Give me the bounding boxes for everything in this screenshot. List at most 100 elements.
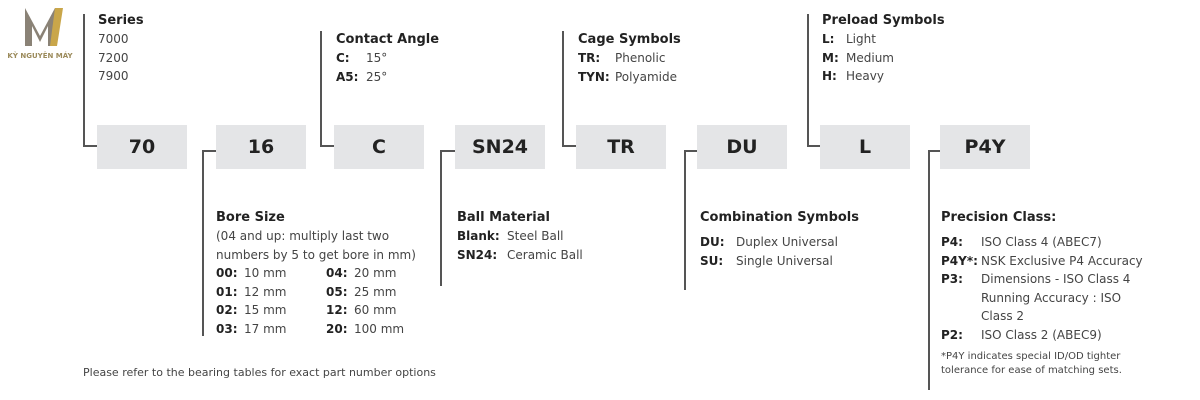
key: 04: (326, 266, 348, 280)
value: 60 mm (354, 303, 397, 317)
key: P4Y*: (941, 253, 978, 268)
code-box-precision: P4Y (940, 125, 1030, 169)
legend-row: P4: ISO Class 4 (ABEC7) (941, 233, 1143, 252)
connector (928, 150, 940, 152)
connector (440, 150, 455, 152)
precision-footnote: *P4Y indicates special ID/OD tighter (941, 351, 1121, 362)
value: 25° (366, 69, 388, 84)
value: Duplex Universal (736, 235, 838, 249)
logo: KỲ NGUYÊN MÁY (5, 6, 75, 66)
value: 10 mm (244, 266, 287, 280)
legend-row: SN24: Ceramic Ball (457, 246, 583, 265)
code-box-cage: TR (576, 125, 666, 169)
key: 05: (326, 284, 348, 299)
value: Polyamide (615, 69, 677, 84)
preload-title: Preload Symbols (822, 13, 945, 28)
key: 20: (326, 321, 348, 336)
code-box-bore: 16 (216, 125, 306, 169)
value: 17 mm (244, 321, 287, 336)
value: 12 mm (244, 284, 287, 299)
connector (83, 145, 97, 147)
value: Light (846, 32, 876, 46)
legend-row: Blank: Steel Ball (457, 227, 583, 246)
legend-row: 05: 25 mm (326, 283, 426, 302)
connector (202, 150, 216, 152)
key: SU: (700, 253, 724, 268)
connector (807, 145, 821, 147)
value: 15 mm (244, 303, 287, 317)
legend-row: P2: ISO Class 2 (ABEC9) (941, 326, 1143, 345)
connector (202, 150, 204, 336)
ball-material-title: Ball Material (457, 210, 550, 225)
bore-legend: Bore Size (04 and up: multiply last two … (216, 210, 426, 338)
cage-title: Cage Symbols (578, 32, 681, 47)
legend-row: 04: 20 mm (326, 264, 426, 283)
value: Dimensions - ISO Class 4 (981, 272, 1131, 286)
cage-legend: Cage Symbols TR: Phenolic TYN: Polyamide (578, 32, 681, 86)
key: Blank: (457, 229, 500, 243)
key: P3: (941, 272, 963, 286)
connector (440, 150, 442, 286)
value: 25 mm (354, 284, 397, 299)
value: Phenolic (615, 51, 666, 65)
legend-row: 02: 15 mm (216, 301, 326, 320)
legend-row: SU: Single Universal (700, 252, 859, 271)
connector (320, 145, 334, 147)
key: TYN: (578, 69, 610, 84)
value: Running Accuracy : ISO (981, 290, 1122, 305)
series-item: 7000 (98, 32, 129, 46)
legend-row: H: Heavy (822, 67, 945, 86)
value: Single Universal (736, 253, 833, 268)
connector (684, 150, 686, 290)
legend-row: 00: 10 mm (216, 264, 326, 283)
connector (928, 150, 930, 390)
legend-row: C: 15° (336, 49, 439, 68)
bore-desc: (04 and up: multiply last two (216, 229, 390, 243)
legend-row: 12: 60 mm (326, 301, 426, 320)
connector (684, 150, 697, 152)
key: C: (336, 51, 350, 65)
logo-mark-icon (25, 8, 63, 46)
legend-row: L: Light (822, 30, 945, 49)
combination-title: Combination Symbols (700, 210, 860, 225)
key: 12: (326, 303, 348, 317)
key: DU: (700, 235, 725, 249)
value: ISO Class 2 (ABEC9) (981, 327, 1102, 342)
connector (562, 31, 564, 147)
value: NSK Exclusive P4 Accuracy (981, 253, 1143, 268)
legend-row: TYN: Polyamide (578, 68, 681, 87)
legend-row: 01: 12 mm (216, 283, 326, 302)
bore-desc: numbers by 5 to get bore in mm) (216, 247, 416, 262)
legend-row: A5: 25° (336, 68, 439, 87)
key: 01: (216, 284, 238, 299)
value: 100 mm (354, 321, 405, 336)
key: SN24: (457, 247, 498, 262)
value: Ceramic Ball (507, 247, 583, 262)
bore-title: Bore Size (216, 210, 285, 225)
key: M: (822, 50, 839, 65)
value: Heavy (846, 69, 884, 83)
connector (807, 14, 809, 147)
key: L: (822, 32, 835, 46)
legend-row: 03: 17 mm (216, 320, 326, 339)
key: TR: (578, 51, 601, 65)
footer-note: Please refer to the bearing tables for e… (83, 366, 436, 379)
legend-row: Class 2 (941, 307, 1143, 326)
code-box-preload: L (820, 125, 910, 169)
key: P4: (941, 235, 963, 249)
key: 03: (216, 321, 238, 336)
value: Steel Ball (507, 229, 564, 243)
connector (320, 31, 322, 147)
combination-legend: Combination Symbols DU: Duplex Universal … (700, 210, 859, 270)
key: 00: (216, 266, 238, 280)
value: 15° (366, 51, 388, 65)
connector (83, 14, 85, 147)
legend-row: P4Y*: NSK Exclusive P4 Accuracy (941, 252, 1143, 271)
series-title: Series (98, 13, 144, 28)
key: 02: (216, 303, 238, 317)
code-box-combination: DU (697, 125, 787, 169)
precision-legend: Precision Class: P4: ISO Class 4 (ABEC7) … (941, 210, 1143, 378)
series-item: 7900 (98, 69, 129, 83)
value: 20 mm (354, 266, 397, 280)
code-box-ball-material: SN24 (455, 125, 545, 169)
